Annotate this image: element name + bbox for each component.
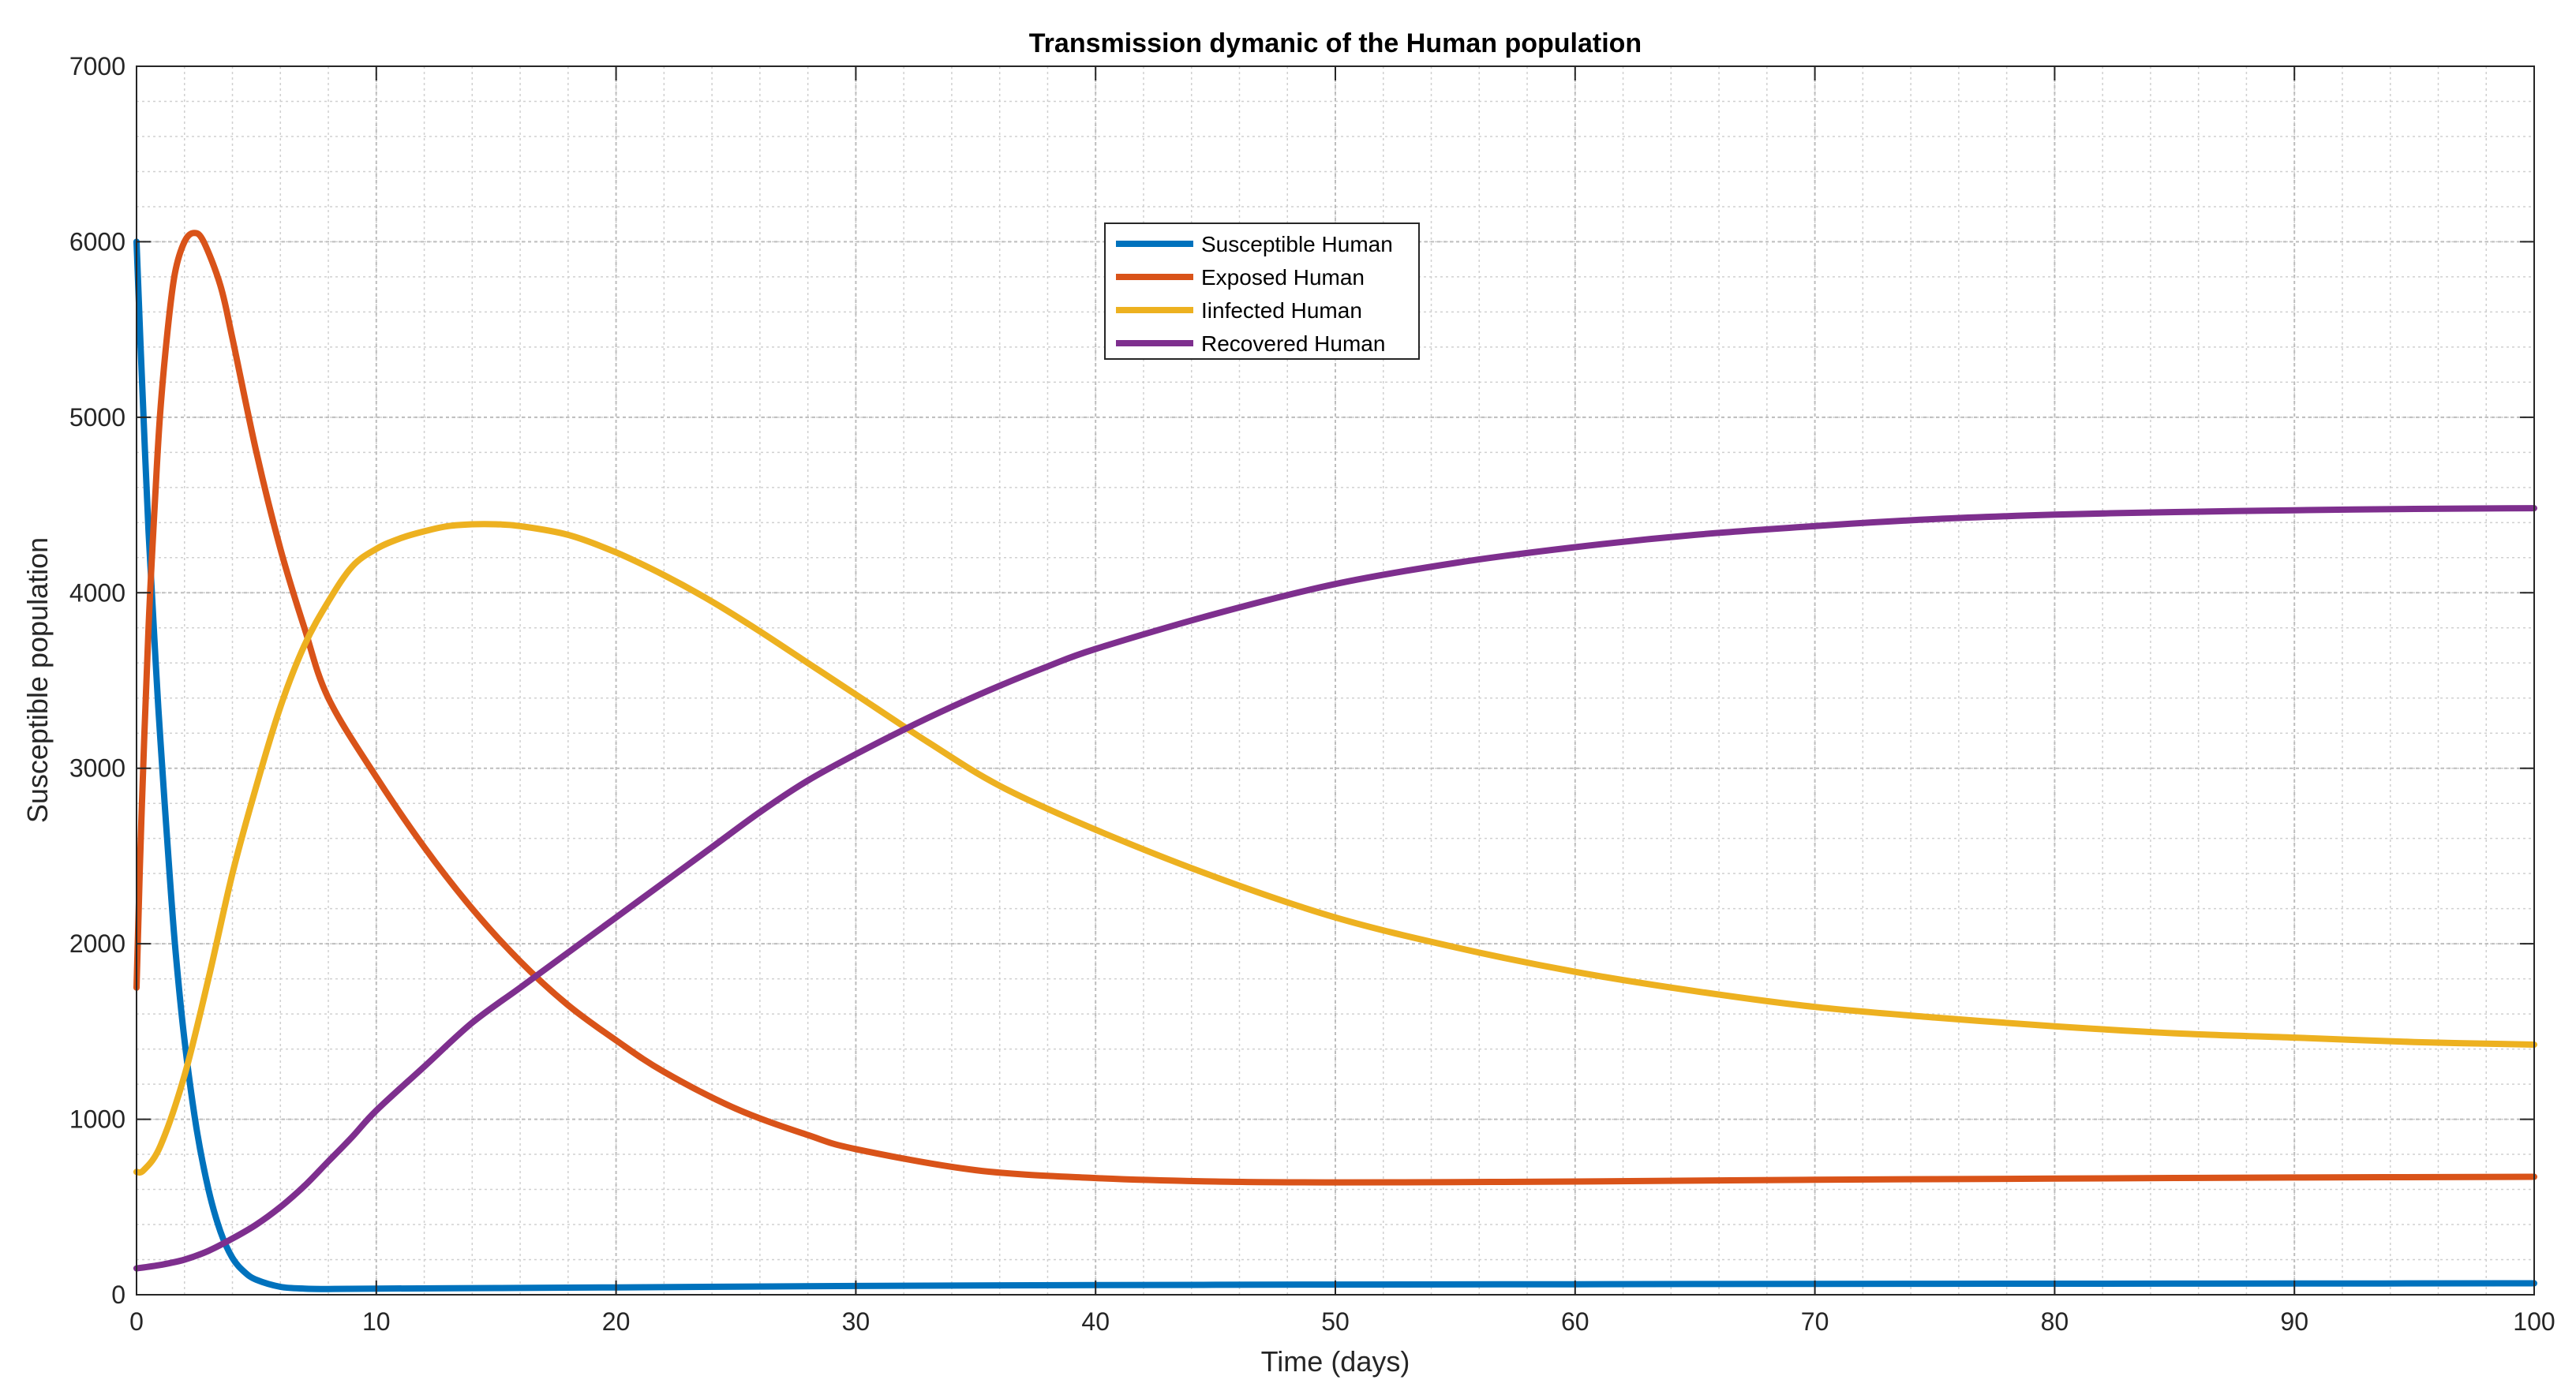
y-tick-label: 0 bbox=[111, 1281, 125, 1309]
x-tick-label: 20 bbox=[602, 1307, 631, 1336]
x-tick-labels: 0 10 20 30 40 50 60 70 80 90 100 bbox=[129, 1307, 2555, 1336]
y-tick-labels: 0 1000 2000 3000 4000 5000 6000 7000 bbox=[69, 52, 125, 1309]
legend-label: Exposed Human bbox=[1201, 265, 1365, 290]
legend-label: Recovered Human bbox=[1201, 331, 1385, 356]
y-tick-label: 5000 bbox=[69, 403, 125, 432]
x-tick-label: 60 bbox=[1561, 1307, 1589, 1336]
x-axis-label: Time (days) bbox=[1261, 1345, 1410, 1378]
x-tick-label: 50 bbox=[1321, 1307, 1350, 1336]
series-line-recovered bbox=[133, 505, 2537, 1272]
x-tick-label: 10 bbox=[362, 1307, 391, 1336]
y-axis-label: Susceptible population bbox=[21, 537, 54, 823]
x-tick-label: 70 bbox=[1801, 1307, 1829, 1336]
x-tick-label: 80 bbox=[2041, 1307, 2069, 1336]
y-tick-label: 7000 bbox=[69, 52, 125, 80]
series-line-infected bbox=[133, 521, 2537, 1176]
legend-label: Susceptible Human bbox=[1201, 232, 1393, 256]
chart-title: Transmission dymanic of the Human popula… bbox=[1029, 28, 1642, 58]
y-tick-label: 2000 bbox=[69, 929, 125, 958]
y-tick-label: 6000 bbox=[69, 227, 125, 256]
tick-marks bbox=[136, 65, 2535, 1296]
legend: Susceptible Human Exposed Human Iinfected … bbox=[1104, 222, 1420, 360]
series-line-exposed bbox=[133, 230, 2537, 1186]
series-line-susceptible bbox=[133, 238, 2537, 1292]
y-tick-label: 3000 bbox=[69, 754, 125, 783]
y-tick-label: 1000 bbox=[69, 1105, 125, 1134]
series-layer bbox=[133, 230, 2537, 1292]
x-tick-label: 0 bbox=[129, 1307, 144, 1336]
x-tick-label: 90 bbox=[2280, 1307, 2308, 1336]
y-tick-label: 4000 bbox=[69, 578, 125, 607]
x-tick-label: 30 bbox=[842, 1307, 871, 1336]
x-tick-label: 40 bbox=[1081, 1307, 1110, 1336]
x-tick-label: 100 bbox=[2513, 1307, 2555, 1336]
legend-label: Iinfected Human bbox=[1201, 298, 1362, 323]
legend-entries: Susceptible Human Exposed Human Iinfected … bbox=[1116, 232, 1393, 356]
